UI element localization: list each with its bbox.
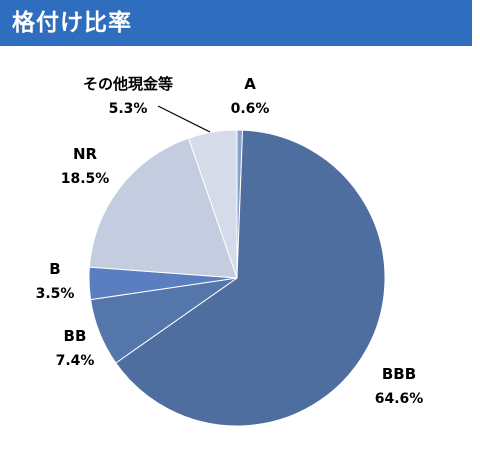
pie-slice-nr xyxy=(88,137,238,279)
label-other-name: その他現金等 xyxy=(82,75,174,93)
label-b-value: 3.5% xyxy=(35,286,75,302)
label-b: B 3.5% xyxy=(36,261,75,303)
label-bbb: BBB 64.6% xyxy=(375,366,424,408)
label-nr-name: NR xyxy=(72,145,98,163)
label-bbb-name: BBB xyxy=(381,365,417,383)
label-a-name: A xyxy=(244,75,256,93)
label-a-value: 0.6% xyxy=(230,101,270,117)
leader-line-other xyxy=(157,105,211,133)
pie-slice-other xyxy=(187,129,238,279)
label-bb: BB 7.4% xyxy=(56,328,95,370)
label-bbb-value: 64.6% xyxy=(374,391,424,407)
label-nr-value: 18.5% xyxy=(60,171,110,187)
label-a: A 0.6% xyxy=(231,76,270,118)
label-b-name: B xyxy=(49,260,61,278)
pie-slice-bbb xyxy=(115,129,386,427)
label-bb-value: 7.4% xyxy=(55,353,95,369)
label-nr: NR 18.5% xyxy=(61,146,110,188)
chart-title: 格付け比率 xyxy=(0,0,472,46)
label-other: その他現金等 5.3% xyxy=(83,76,173,118)
label-bb-name: BB xyxy=(63,327,87,345)
label-other-value: 5.3% xyxy=(108,101,148,117)
